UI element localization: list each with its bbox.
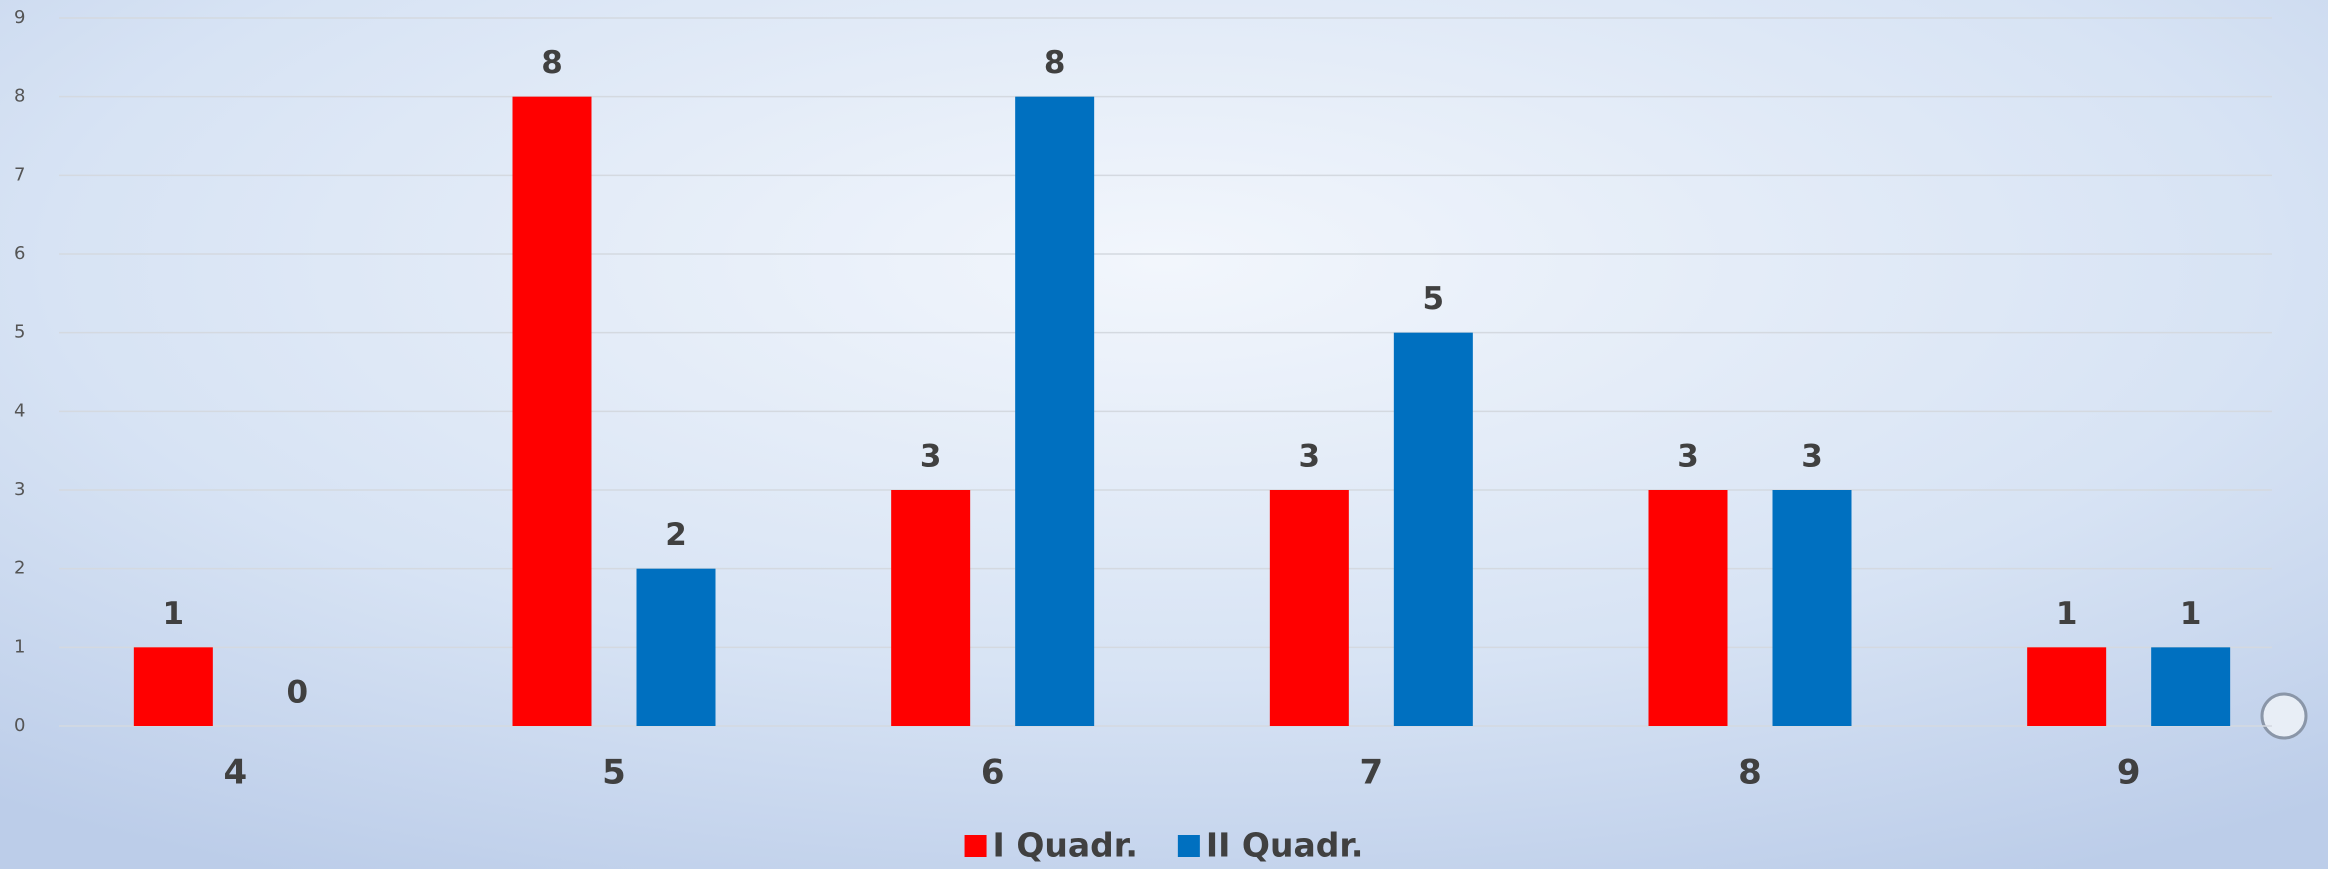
bar bbox=[1269, 490, 1349, 726]
y-tick-label: 8 bbox=[14, 86, 25, 107]
data-label: 3 bbox=[1677, 439, 1699, 475]
data-label: 1 bbox=[2056, 596, 2078, 632]
x-tick-label: 7 bbox=[1359, 753, 1383, 793]
legend-label: I Quadr. bbox=[993, 826, 1138, 865]
legend-swatch bbox=[964, 835, 987, 857]
data-label: 3 bbox=[1801, 439, 1823, 475]
y-tick-label: 4 bbox=[14, 400, 25, 421]
x-tick-label: 4 bbox=[223, 753, 247, 793]
bar bbox=[1648, 490, 1728, 726]
y-tick-label: 7 bbox=[14, 164, 25, 185]
x-tick-label: 9 bbox=[2117, 753, 2141, 793]
x-tick-label: 8 bbox=[1738, 753, 1762, 793]
data-label: 1 bbox=[163, 596, 185, 632]
data-label: 0 bbox=[287, 675, 309, 711]
bar bbox=[2151, 647, 2231, 726]
x-tick-label: 5 bbox=[602, 753, 626, 793]
y-tick-label: 6 bbox=[14, 243, 25, 264]
data-label: 1 bbox=[2180, 596, 2202, 632]
bar bbox=[2027, 647, 2107, 726]
y-tick-label: 9 bbox=[14, 7, 25, 28]
data-label: 5 bbox=[1423, 281, 1445, 317]
data-label: 2 bbox=[665, 517, 687, 553]
y-tick-label: 3 bbox=[14, 479, 25, 500]
bar bbox=[636, 568, 716, 726]
bar bbox=[891, 490, 971, 726]
decoration bbox=[2260, 692, 2308, 740]
y-tick-label: 2 bbox=[14, 558, 25, 579]
legend-swatch bbox=[1177, 835, 1200, 857]
bar bbox=[1393, 332, 1473, 726]
data-label: 3 bbox=[920, 439, 942, 475]
data-label: 3 bbox=[1299, 439, 1321, 475]
bar bbox=[1015, 96, 1095, 726]
legend-label: II Quadr. bbox=[1206, 826, 1364, 865]
data-label: 8 bbox=[541, 45, 563, 81]
bar bbox=[512, 96, 592, 726]
y-tick-label: 1 bbox=[14, 636, 25, 657]
x-tick-label: 6 bbox=[981, 753, 1005, 793]
bar bbox=[133, 647, 213, 726]
y-tick-label: 0 bbox=[14, 715, 25, 736]
bar bbox=[1772, 490, 1852, 726]
data-label: 8 bbox=[1044, 45, 1066, 81]
y-tick-label: 5 bbox=[14, 322, 25, 343]
